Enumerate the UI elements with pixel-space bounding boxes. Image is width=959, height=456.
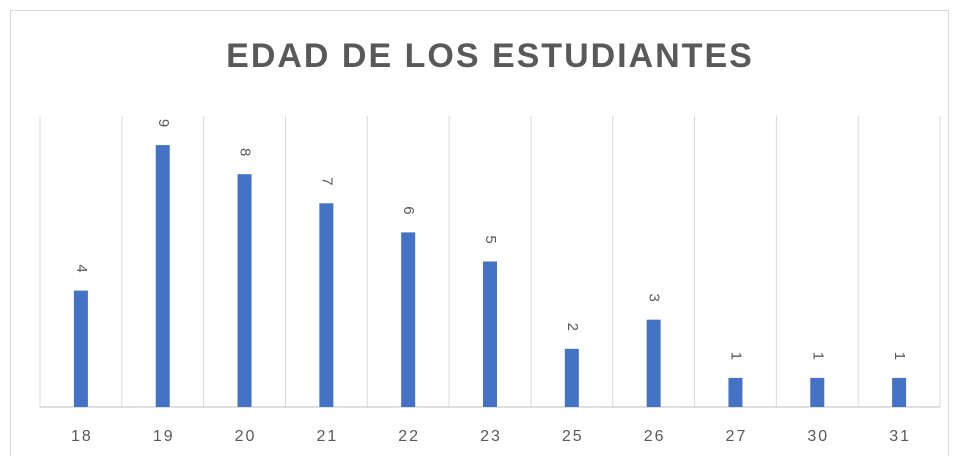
bar [319, 203, 334, 407]
bar [237, 174, 252, 407]
chart-title: EDAD DE LOS ESTUDIANTES [226, 37, 754, 75]
data-label: 3 [646, 294, 663, 302]
data-label: 2 [564, 323, 581, 331]
chart-border [10, 10, 949, 456]
x-tick-label: 31 [889, 428, 911, 445]
data-label: 8 [237, 148, 254, 156]
bar [155, 145, 170, 407]
data-label: 5 [482, 235, 499, 243]
bar [892, 377, 907, 407]
x-tick-label: 19 [153, 428, 175, 445]
bar [810, 377, 825, 407]
bar [401, 232, 416, 407]
x-tick-label: 21 [316, 428, 338, 445]
bar [728, 377, 743, 407]
bar [73, 290, 88, 407]
data-label: 1 [891, 352, 908, 360]
bar [564, 348, 579, 407]
data-label: 7 [318, 177, 335, 185]
x-tick-label: 23 [480, 428, 502, 445]
x-tick-label: 27 [726, 428, 748, 445]
x-tick-label: 20 [235, 428, 257, 445]
data-label: 6 [400, 206, 417, 214]
data-label: 1 [809, 352, 826, 360]
data-label: 1 [727, 352, 744, 360]
data-label: 9 [155, 119, 172, 127]
data-label: 4 [73, 264, 90, 272]
x-tick-label: 22 [398, 428, 420, 445]
x-tick-label: 18 [71, 428, 93, 445]
x-tick-label: 25 [562, 428, 584, 445]
bar [646, 319, 661, 407]
x-tick-label: 26 [644, 428, 666, 445]
x-tick-label: 30 [807, 428, 829, 445]
bar [483, 261, 497, 407]
